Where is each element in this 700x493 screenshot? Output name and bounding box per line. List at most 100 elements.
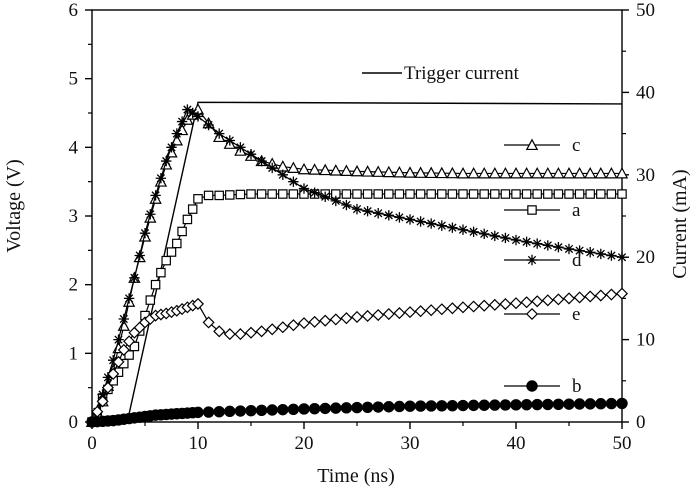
legend-trigger-label: Trigger current: [404, 63, 520, 84]
series-e-point: [255, 325, 268, 338]
series-a-point: [225, 190, 235, 200]
series-d-point: [394, 212, 405, 223]
series-c-point: [573, 166, 586, 179]
series-a-point: [415, 189, 426, 199]
series-c-markers: [85, 103, 629, 428]
series-a-point: [585, 189, 595, 199]
series-c-point: [615, 166, 629, 179]
series-c-point: [329, 164, 343, 176]
x-tick-label: 50: [613, 433, 632, 454]
series-c-point: [350, 164, 364, 177]
series-b-point: [202, 406, 215, 418]
series-d-point: [192, 111, 204, 122]
series-d-point: [108, 355, 119, 366]
series-c-point: [594, 166, 608, 179]
series-e-point: [382, 308, 395, 321]
series-b-point: [520, 398, 533, 411]
series-e-point: [605, 288, 618, 301]
series-b-point: [213, 406, 225, 418]
series-d-point: [532, 238, 543, 249]
y-left-axis-title: Voltage (V): [3, 159, 25, 253]
series-a-point: [214, 190, 224, 201]
series-b-point: [436, 400, 448, 412]
series-d-point: [123, 293, 135, 304]
series-c-point: [382, 165, 396, 178]
series-d-point: [155, 173, 167, 184]
series-a-point: [161, 255, 171, 266]
series-c-point: [371, 165, 385, 177]
series-a-point: [596, 189, 606, 199]
series-a-point: [521, 189, 532, 199]
series-d-point: [171, 128, 182, 139]
series-d-point: [542, 240, 553, 251]
series-d-point: [118, 313, 129, 325]
series-a-point: [124, 350, 134, 360]
series-d-point: [595, 248, 606, 260]
series-b-point: [340, 402, 353, 414]
series-c-point: [435, 166, 449, 179]
series-a-point: [447, 189, 458, 199]
series-d-point: [373, 208, 384, 219]
series-a-point: [437, 189, 447, 199]
series-d-point: [415, 216, 426, 227]
series-b-point: [383, 401, 395, 413]
series-d-point: [97, 389, 108, 400]
series-e-point: [213, 325, 226, 338]
x-tick-label: 10: [189, 433, 208, 454]
series-e-point: [191, 297, 205, 310]
series-d-point: [134, 250, 145, 261]
series-b-point: [563, 398, 575, 410]
series-d-point: [139, 227, 151, 239]
series-b-point: [255, 404, 268, 417]
x-tick-label: 0: [87, 433, 97, 454]
legend-b-label: b: [572, 376, 582, 397]
series-d-point: [245, 149, 257, 160]
x-tick-label: 40: [507, 433, 526, 454]
series-b-point: [319, 402, 331, 415]
legend-e-label: e: [572, 304, 580, 325]
series-d-point: [489, 230, 500, 242]
series-d-point: [182, 104, 193, 115]
series-b-point: [457, 399, 469, 412]
series-d-point: [309, 187, 320, 198]
series-b-point: [552, 398, 565, 410]
series-d-point: [362, 205, 373, 217]
series-e-point: [435, 303, 448, 316]
series-e-markers: [85, 287, 629, 429]
series-b-point: [478, 399, 490, 411]
series-b-point: [425, 400, 437, 412]
x-axis-title: Time (ns): [317, 465, 395, 487]
series-d-point: [606, 250, 617, 261]
series-d-point: [161, 155, 172, 167]
series-b-point: [605, 397, 618, 410]
y-right-tick-label: 20: [636, 247, 655, 268]
series-e-point: [488, 298, 501, 311]
series-b-point: [361, 401, 374, 414]
y-left-tick-label: 3: [69, 206, 79, 227]
series-b-point: [330, 402, 342, 414]
series-a-point: [490, 189, 500, 199]
legend-layer: Trigger current c a d e b: [362, 63, 582, 397]
series-e-point: [414, 305, 427, 318]
series-d-point: [166, 142, 177, 153]
series-e-point: [329, 313, 342, 326]
series-e-point: [594, 289, 607, 302]
series-b-point: [245, 404, 257, 417]
series-a-point: [405, 189, 415, 199]
series-d-markers: [86, 104, 628, 428]
series-b-point: [308, 402, 321, 415]
series-c-point: [499, 166, 512, 179]
series-d-point: [510, 234, 522, 246]
series-b-point: [489, 399, 501, 411]
series-c-point: [403, 166, 417, 178]
series-d-point: [330, 195, 341, 207]
y-right-tick-label: 50: [636, 0, 655, 21]
y-left-tick-label: 6: [69, 0, 79, 21]
series-e-point: [244, 326, 258, 339]
series-a-point: [341, 189, 352, 199]
series-d-point: [187, 107, 198, 119]
series-a-point: [193, 194, 203, 204]
series-b-point: [224, 405, 236, 418]
